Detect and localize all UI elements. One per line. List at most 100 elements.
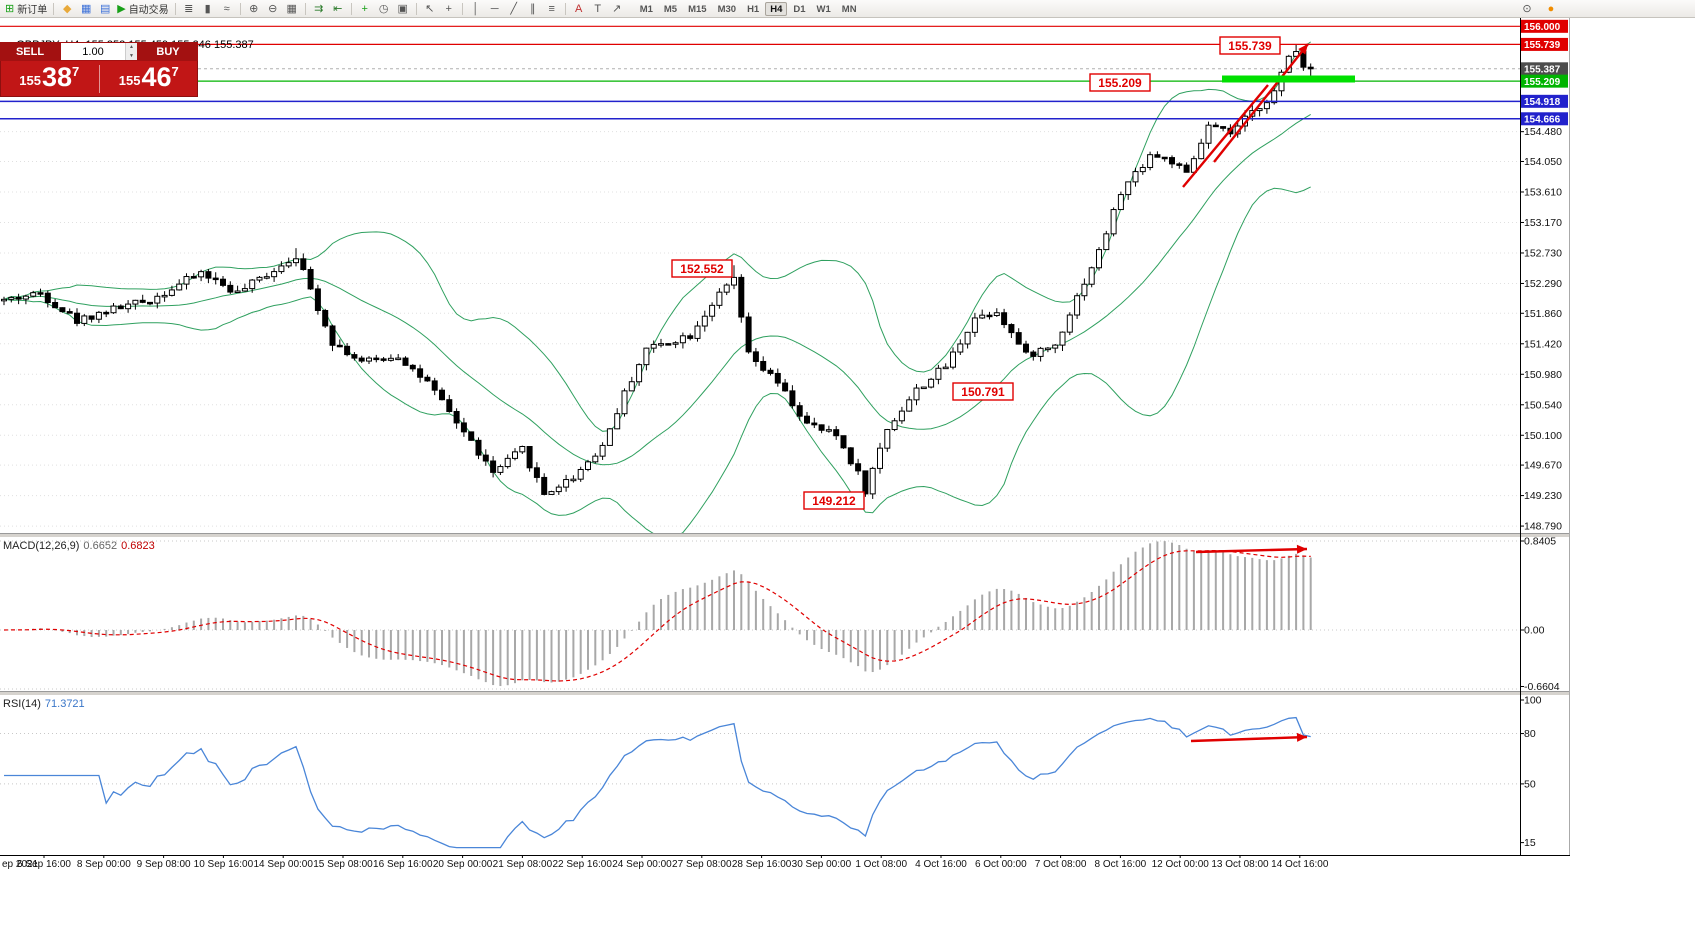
candle-body [541,476,548,495]
templates-icon[interactable]: ▣ [394,1,412,17]
timeframe-d1-button[interactable]: D1 [793,3,806,15]
candle-body [1015,332,1022,345]
timeframe-h1-button[interactable]: H1 [747,3,760,15]
price-label-annotation[interactable] [671,259,733,278]
rsi-line [4,716,1311,849]
trend-arrow[interactable] [1213,43,1309,163]
vertical-line-icon[interactable]: │ [467,1,485,17]
toolbar-separator [304,2,306,15]
chart-line-icon[interactable]: ≈ [218,1,236,17]
candle-body [1096,249,1102,269]
timeframe-m15-button[interactable]: M15 [688,3,707,15]
arrows-icon[interactable]: ↗ [608,1,626,17]
buy-button[interactable]: BUY [138,42,198,61]
terminal-icon[interactable]: ▤ [96,1,114,17]
auto-scroll-icon[interactable]: ⇉ [310,1,328,17]
chart-canvas[interactable]: 155.739 155.209 152.552 150.791 149.212 154.4… [0,0,1571,872]
buy-price-display[interactable]: 155 46 7 [100,64,199,94]
price-label-annotation[interactable] [1219,36,1281,55]
bollinger-upper-band[interactable] [3,41,1311,432]
timeframe-m1-button[interactable]: M1 [639,3,653,15]
volume-up-icon[interactable]: ▲ [125,43,137,52]
price-label-text: 155.739 [1228,39,1272,53]
chart-bars-icon[interactable]: ≣ [180,1,198,17]
cursor-icon[interactable]: ↖ [421,1,439,17]
macd-panel[interactable] [0,540,1520,690]
candle-body [161,294,168,298]
periods-glyph: ◷ [378,2,389,15]
price-axis-label: 151.860 [1524,308,1562,320]
panel-splitter[interactable] [0,691,1570,696]
fibonacci-icon[interactable]: ≡ [543,1,561,17]
candle-body [548,491,555,495]
tile-windows-icon[interactable]: ▦ [283,1,301,17]
candle-body [293,258,299,264]
text-label-icon[interactable]: T [589,1,607,17]
price-label-annotation[interactable] [803,491,865,510]
timeframe-h4-button[interactable]: H4 [765,1,788,16]
new-order-label: 新订单 [17,5,48,16]
bollinger-lower-band[interactable] [3,186,1311,539]
trade-quote-row: 155 38 7 155 46 7 [0,61,198,97]
candle-body [585,461,591,470]
indicators-icon[interactable]: + [356,1,374,17]
candle-body [1044,347,1051,351]
volume-down-icon[interactable]: ▼ [125,51,137,60]
price-badge-label: 154.918 [1524,97,1561,108]
new-order-icon[interactable]: ⊞ 新订单 [3,1,49,17]
bollinger-middle-band[interactable] [3,113,1311,466]
volume-input[interactable] [61,43,125,60]
main-chart-panel[interactable]: 155.739 155.209 152.552 150.791 149.212 [0,25,1520,539]
chart-shift-icon[interactable]: ⇤ [329,1,347,17]
panel-splitter[interactable] [0,533,1570,538]
community-icon[interactable]: ● [1542,1,1560,17]
candle-body [555,486,562,493]
text-icon[interactable]: A [570,1,588,17]
periods-icon[interactable]: ◷ [375,1,393,17]
market-watch-icon[interactable]: ▦ [77,1,95,17]
rsi-panel[interactable] [0,716,1520,849]
candle-body [227,284,234,293]
favorites-icon[interactable]: ◆ [58,1,76,17]
timeframe-mn-button[interactable]: MN [841,3,857,15]
timeframe-m5-button[interactable]: M5 [663,3,678,15]
zoom-in-icon[interactable]: ⊕ [245,1,263,17]
candle-body [811,422,818,426]
timeframe-w1-button[interactable]: W1 [816,3,831,15]
chart-candles-icon[interactable]: ▮ [199,1,217,17]
rsi-arrow[interactable] [1190,735,1308,743]
current-price-badge [1521,62,1568,76]
zoom-out-icon[interactable]: ⊖ [264,1,282,17]
crosshair-icon[interactable]: + [440,1,458,17]
candle-body [636,364,643,383]
candle-body [475,439,482,456]
candle-body [132,299,139,305]
channel-icon[interactable]: ∥ [524,1,542,17]
time-axis-label: 24 Sep 00:00 [612,859,672,870]
candle-body [344,345,351,356]
sell-button[interactable]: SELL [0,42,60,61]
candle-body [81,315,88,324]
macd-arrow[interactable] [1195,547,1308,554]
candle-body [271,271,278,278]
search-icon[interactable]: ⊙ [1518,1,1536,17]
price-badge-label: 156.000 [1524,22,1561,33]
price-label-annotation[interactable] [952,382,1014,401]
time-axis-label: 9 Sep 08:00 [137,859,191,870]
price-label-annotation[interactable] [1089,73,1151,92]
volume-control[interactable]: ▲ ▼ [61,43,137,60]
autotrading-icon[interactable]: ▶ 自动交易 [115,1,170,17]
rsi-axis-label: 15 [1524,837,1536,849]
chart-line-glyph: ≈ [223,2,230,15]
rsi-axis-label: 50 [1524,778,1536,790]
trend-line[interactable] [1182,84,1269,188]
sell-price-display[interactable]: 155 38 7 [0,64,99,94]
candle-body [789,390,796,407]
crosshair-glyph: + [445,2,452,15]
timeframe-m30-button[interactable]: M30 [717,3,737,15]
candle-body [906,399,913,412]
candle-body [1132,171,1139,183]
trendline-icon[interactable]: ╱ [505,1,523,17]
horizontal-line-icon[interactable]: ─ [486,1,504,17]
